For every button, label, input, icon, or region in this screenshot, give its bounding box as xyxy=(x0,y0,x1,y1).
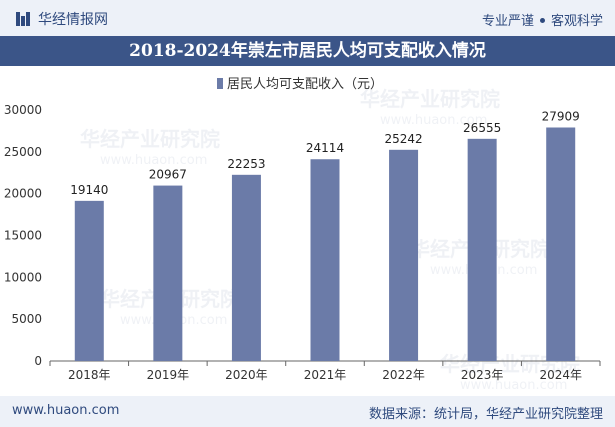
brand-name: 华经情报网 xyxy=(38,12,108,28)
y-tick-label: 15000 xyxy=(4,229,42,243)
x-tick-label: 2018年 xyxy=(68,368,111,382)
y-tick-label: 20000 xyxy=(4,187,42,201)
data-label: 19140 xyxy=(70,183,108,197)
watermark-text: 华经产业研究院 xyxy=(80,127,220,151)
tagline: 专业严谨 客观科学 xyxy=(482,10,603,29)
watermark-url: www.huaon.com xyxy=(100,153,207,168)
tagline-left: 专业严谨 xyxy=(481,14,534,29)
y-tick-label: 25000 xyxy=(4,145,42,159)
bar xyxy=(310,159,340,361)
x-tick-label: 2022年 xyxy=(382,368,425,382)
x-tick-label: 2023年 xyxy=(461,368,504,382)
data-label: 25242 xyxy=(384,132,422,146)
bars xyxy=(74,127,576,361)
bar xyxy=(467,138,497,361)
bar xyxy=(153,185,183,361)
chart-title: 2018-2024年崇左市居民人均可支配收入情况 xyxy=(0,36,615,66)
top-banner: 华经情报网 专业严谨 客观科学 xyxy=(0,0,615,36)
y-tick-label: 0 xyxy=(34,354,42,368)
x-tick-label: 2019年 xyxy=(147,368,190,382)
data-label: 24114 xyxy=(306,141,344,155)
data-label: 20967 xyxy=(149,168,187,182)
chart-area: 华经产业研究院 www.huaon.com 华经产业研究院 www.huaon.com… xyxy=(0,66,615,396)
watermark-text: 华经产业研究院 xyxy=(360,87,500,111)
bar xyxy=(231,174,261,361)
data-labels: 19140 20967 22253 24114 25242 26555 27909 xyxy=(70,109,580,196)
legend: 居民人均可支配收入（元） xyxy=(217,77,383,92)
x-tick-label: 2024年 xyxy=(539,368,582,382)
bar xyxy=(74,200,104,361)
data-label: 27909 xyxy=(542,109,580,123)
watermark-url: www.huaon.com xyxy=(380,113,487,128)
axes: 0 5000 10000 15000 20000 25000 30000 2018年 2019年… xyxy=(4,103,601,382)
bottom-banner: www.huaon.com 数据来源：统计局，华经产业研究院整理 xyxy=(0,396,615,427)
x-tick-label: 2020年 xyxy=(225,368,268,382)
data-label: 26555 xyxy=(463,121,501,135)
bar xyxy=(546,127,576,361)
brand-logo-icon xyxy=(16,12,30,26)
legend-label: 居民人均可支配收入（元） xyxy=(227,77,383,92)
tagline-right: 客观科学 xyxy=(550,14,603,29)
y-tick-label: 30000 xyxy=(4,103,42,117)
y-tick-label: 5000 xyxy=(11,312,42,326)
separator-dot-icon xyxy=(539,18,545,23)
data-source: 数据来源：统计局，华经产业研究院整理 xyxy=(368,407,603,422)
x-tick-label: 2021年 xyxy=(304,368,347,382)
legend-swatch xyxy=(217,78,223,89)
y-tick-label: 10000 xyxy=(4,270,42,284)
bar-chart: 华经产业研究院 www.huaon.com 华经产业研究院 www.huaon.com… xyxy=(4,77,601,393)
data-label: 22253 xyxy=(227,157,265,171)
bar xyxy=(389,149,419,361)
watermark-url: www.huaon.com xyxy=(460,378,567,393)
website-link[interactable]: www.huaon.com xyxy=(12,403,120,418)
